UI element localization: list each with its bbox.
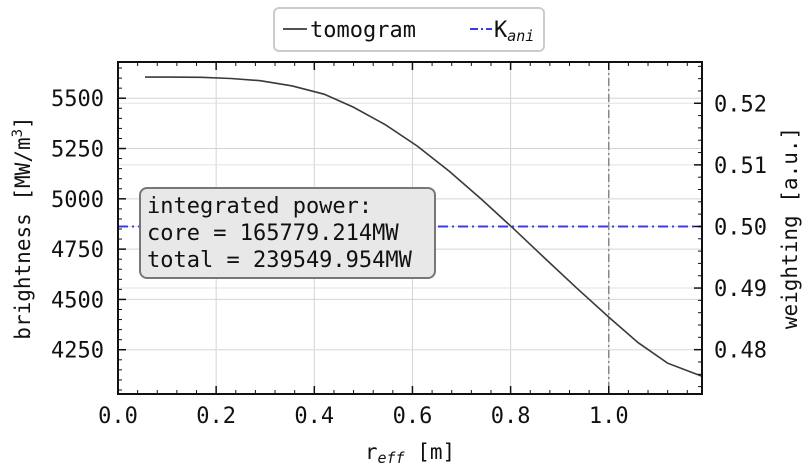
y-right-tick-label-4: 0.52 [714,92,767,117]
legend-label-tomogram: tomogram [310,18,416,43]
annotation-line-2: core = 165779.214MW [147,221,399,246]
series-layer [118,76,703,378]
y-left-tick-label-5: 5500 [51,87,104,112]
y-left-tick-label-2: 4750 [51,238,104,263]
annotation-box: integrated power: core = 165779.214MW to… [139,187,436,279]
y-axis-right-label: weighting [a.u.] [778,127,802,329]
y-right-tick-label-1: 0.49 [714,277,767,302]
y-left-tick-label-0: 4250 [51,339,104,364]
x-tick-label-3: 0.6 [393,404,433,429]
series-line-tomogram [144,76,703,378]
x-tick-label-5: 1.0 [589,404,629,429]
x-tick-label-0: 0.0 [98,404,138,429]
legend-label-kani: Kani [494,18,534,45]
x-tick-label-2: 0.4 [294,404,334,429]
annotation-line-3: total = 239549.954MW [147,248,413,273]
x-tick-label-4: 0.8 [491,404,531,429]
legend-frame [273,7,545,52]
x-axis-label: reff [m] [365,440,455,467]
y-right-tick-label-0: 0.48 [714,339,767,364]
y-left-tick-label-4: 5250 [51,138,104,163]
annotation-line-1: integrated power: [147,194,372,219]
annotation-background [139,187,436,279]
y-left-tick-label-1: 4500 [51,288,104,313]
y-right-tick-label-3: 0.51 [714,154,767,179]
x-tick-label-1: 0.2 [196,404,236,429]
y-axis-left-label: brightness [MW/m3] [10,116,35,339]
legend: tomogram Kani [273,7,545,52]
axis-ticks [117,62,702,394]
plot-frame [117,61,703,395]
tick-labels: 0.0 0.2 0.4 0.6 0.8 1.0 4250 4500 4750 5000 5250 55… [51,87,767,429]
y-left-tick-label-3: 5000 [51,188,104,213]
y-right-tick-label-2: 0.50 [714,215,767,240]
